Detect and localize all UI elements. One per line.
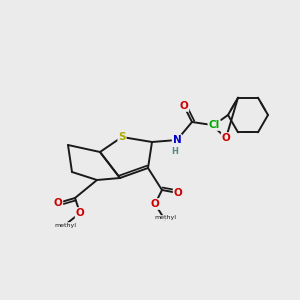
Text: N: N — [172, 135, 182, 145]
Text: O: O — [76, 208, 84, 218]
Text: O: O — [54, 198, 62, 208]
Text: methyl: methyl — [54, 223, 76, 227]
Text: H: H — [172, 146, 178, 155]
Text: methyl: methyl — [154, 215, 176, 220]
Text: S: S — [118, 132, 126, 142]
Text: O: O — [222, 133, 230, 143]
Text: O: O — [151, 199, 159, 209]
Text: Cl: Cl — [208, 120, 220, 130]
Text: O: O — [180, 101, 188, 111]
Text: O: O — [174, 188, 182, 198]
